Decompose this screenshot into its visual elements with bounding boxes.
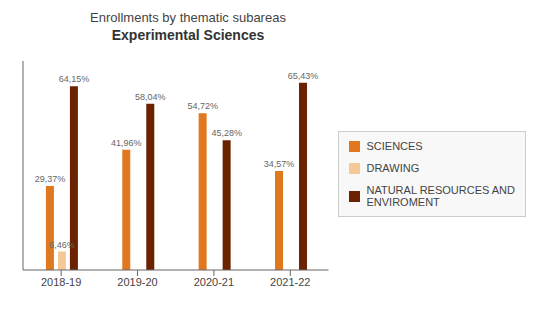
html-text:ENVIROMENT: ENVIROMENT	[366, 196, 440, 208]
html-text:DRAWING: DRAWING	[366, 162, 420, 174]
svg-text:2019-20: 2019-20	[117, 276, 157, 288]
html-text:Experimental Sciences: Experimental Sciences	[111, 27, 265, 43]
svg-text:41,96%: 41,96%	[111, 138, 142, 148]
svg-text:65,43%: 65,43%	[288, 71, 319, 81]
svg-text:34,57%: 34,57%	[264, 159, 295, 169]
svg-text:29,37%: 29,37%	[35, 174, 66, 184]
svg-text:6,46%: 6,46%	[49, 240, 75, 250]
svg-text:2020-21: 2020-21	[194, 276, 234, 288]
svg-text:45,28%: 45,28%	[211, 128, 242, 138]
svg-text:2018-19: 2018-19	[41, 276, 81, 288]
svg-text:54,72%: 54,72%	[187, 101, 218, 111]
html-text:SCIENCES: SCIENCES	[366, 140, 423, 152]
html-text:NATURAL RESOURCES AND: NATURAL RESOURCES AND	[366, 184, 515, 196]
svg-text:58,04%: 58,04%	[135, 92, 166, 102]
svg-text:64,15%: 64,15%	[59, 74, 90, 84]
svg-text:2021-22: 2021-22	[270, 276, 310, 288]
html-text:Enrollments by thematic subare: Enrollments by thematic subareas	[90, 10, 286, 25]
